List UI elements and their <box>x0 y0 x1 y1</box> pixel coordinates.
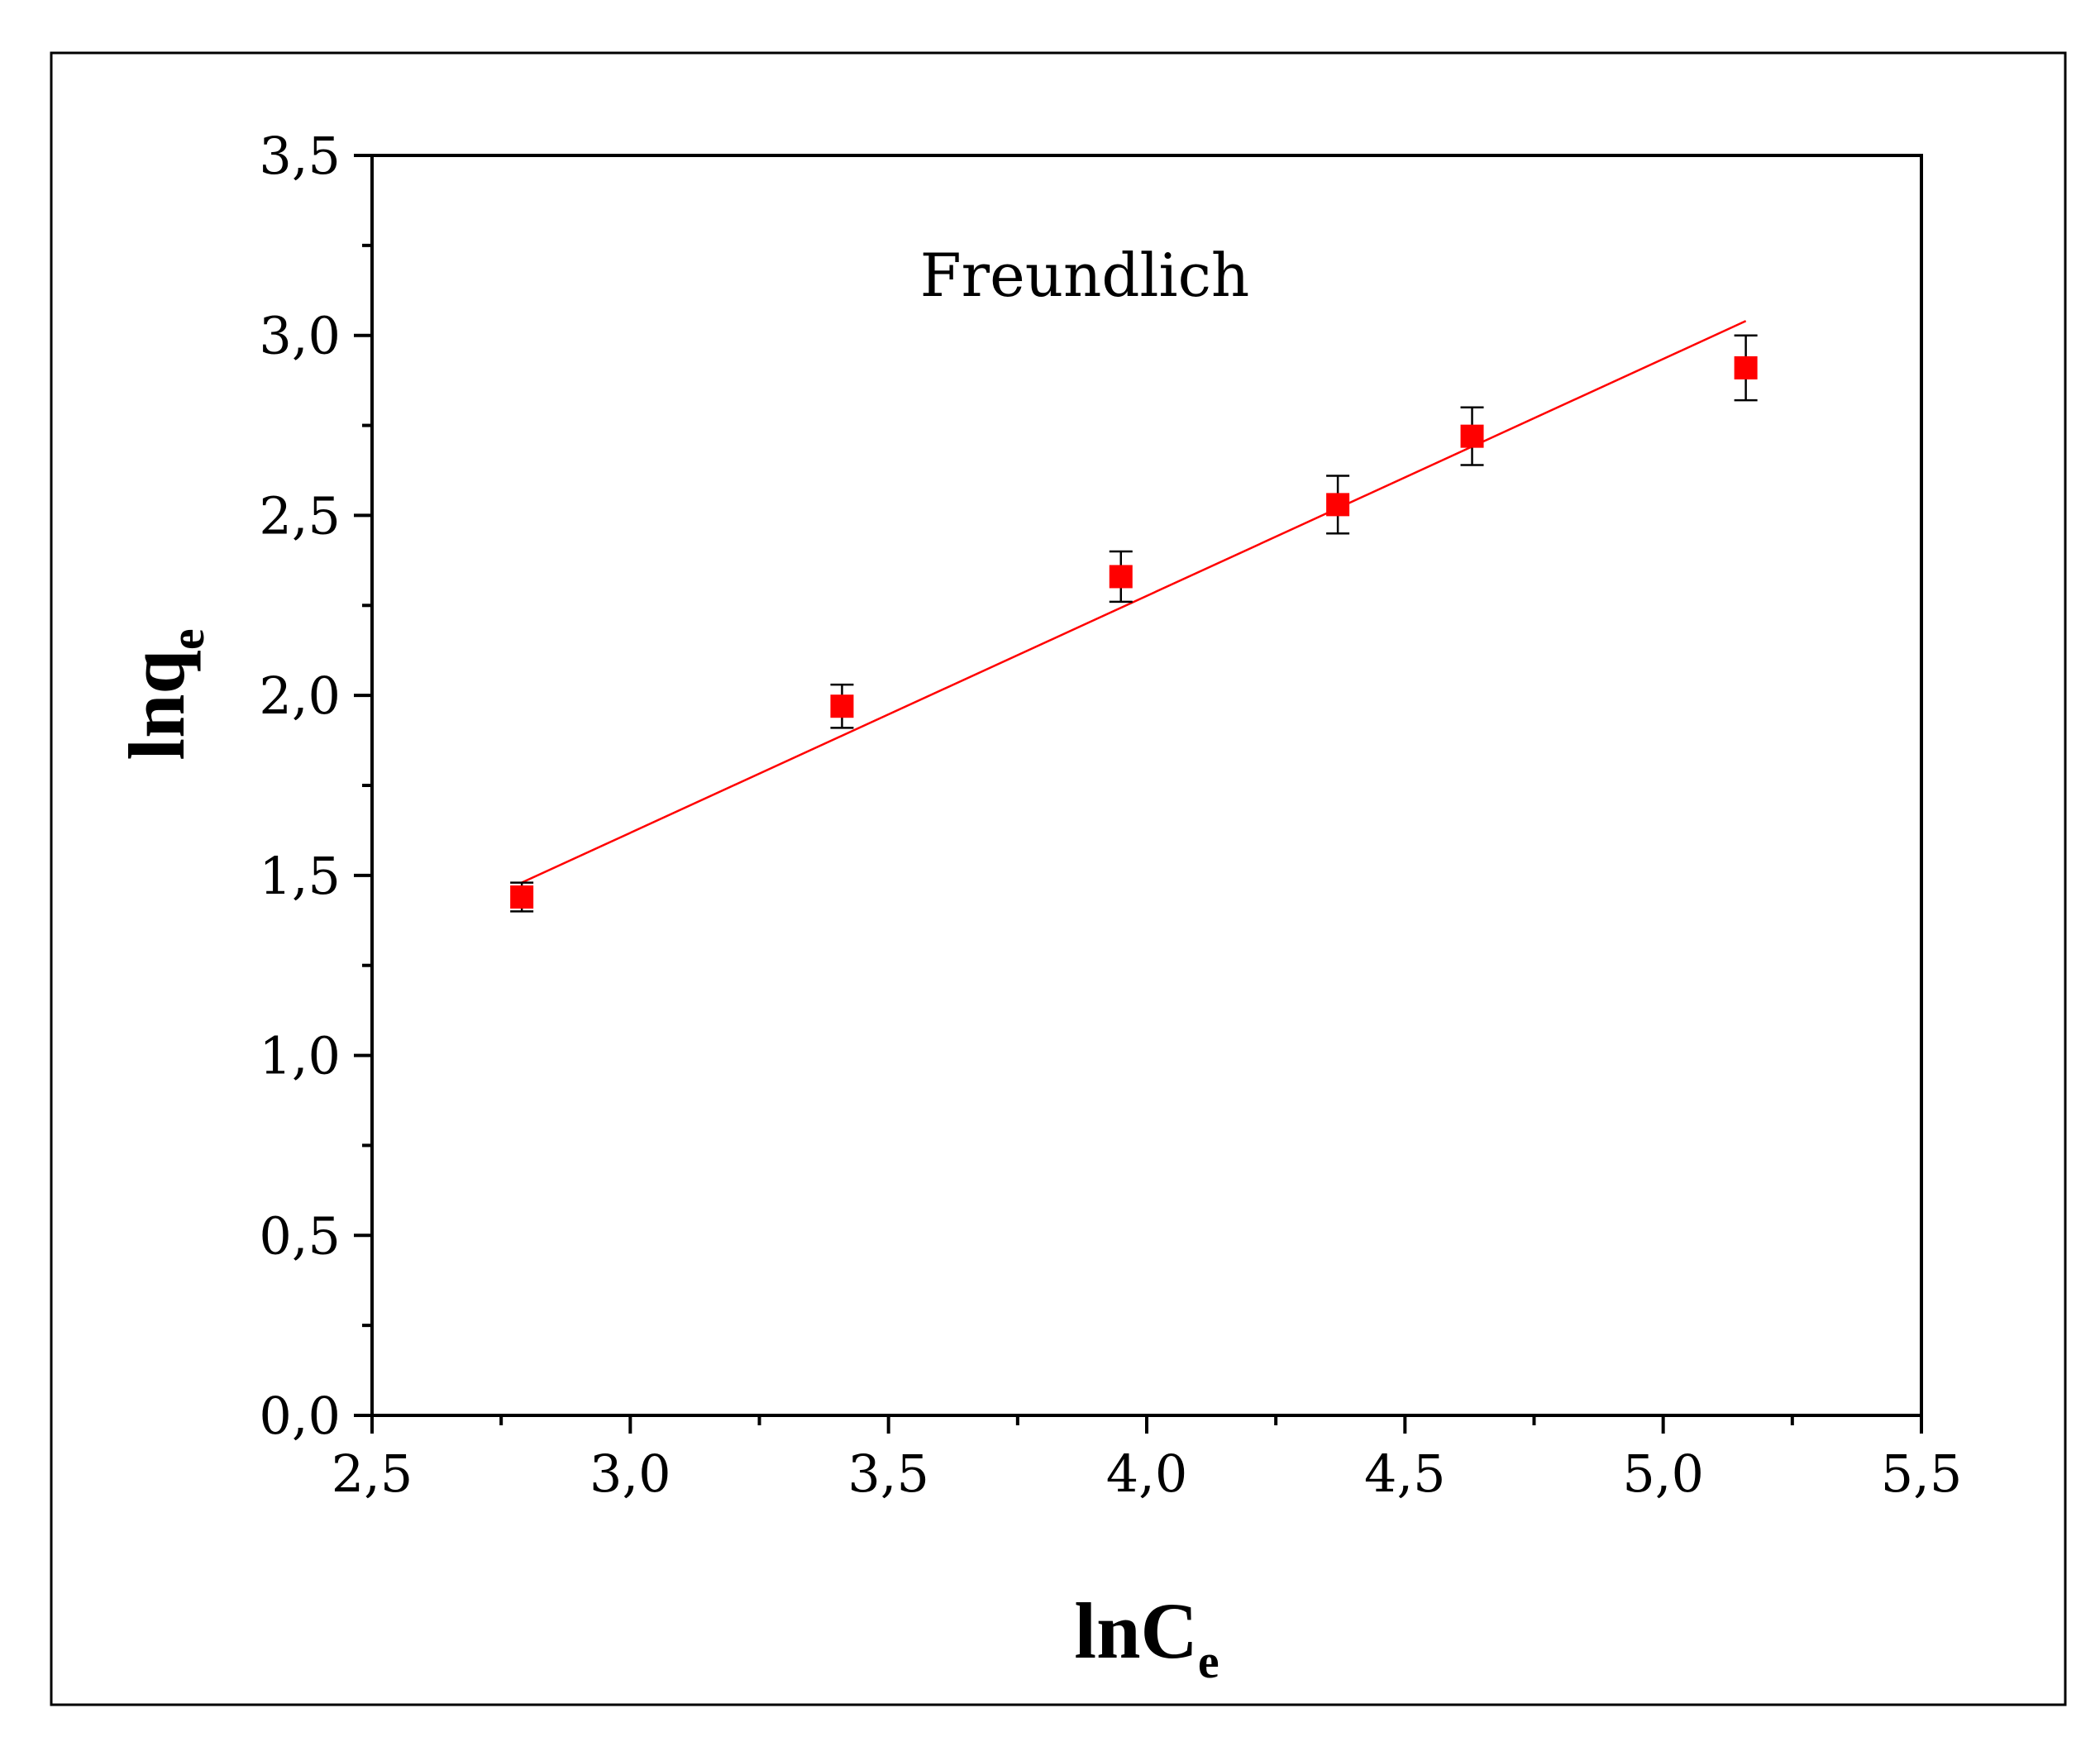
x-tick-label: 4,0 <box>1106 1443 1188 1504</box>
y-tick-label: 1,0 <box>259 1026 341 1086</box>
y-tick-label: 2,5 <box>259 485 341 546</box>
fit-line-group <box>521 320 1747 884</box>
x-tick-label: 2,5 <box>332 1443 413 1504</box>
y-tick-label: 3,5 <box>259 126 341 186</box>
data-point-5 <box>1460 424 1484 448</box>
fit-line <box>521 320 1747 884</box>
x-tick-label: 3,0 <box>589 1443 671 1504</box>
x-axis-title-sub: e <box>1198 1634 1219 1688</box>
data-points <box>510 334 1758 913</box>
x-tick-label: 4,5 <box>1364 1443 1446 1504</box>
x-axis-title-main: lnC <box>1074 1587 1197 1675</box>
y-tick-label: 1,5 <box>259 846 341 906</box>
data-point-6 <box>1734 355 1758 379</box>
x-tick-label: 5,0 <box>1622 1443 1704 1504</box>
data-point-1 <box>510 885 534 909</box>
y-axis-title: lnqe <box>112 628 214 760</box>
data-point-3 <box>1109 565 1133 589</box>
y-tick-label: 3,0 <box>259 306 341 366</box>
y-axis-ticks: 0,0 0,5 1,0 1,5 2,0 2,5 3,0 3,5 <box>259 126 372 1446</box>
data-point-2 <box>830 694 854 718</box>
y-tick-label: 0,5 <box>259 1205 341 1266</box>
y-axis-title-sub: e <box>160 628 214 650</box>
y-tick-label: 0,0 <box>259 1386 341 1446</box>
annotation-freundlich: Freundlich <box>920 241 1250 310</box>
data-point-4 <box>1326 493 1350 517</box>
y-axis-title-main: lnq <box>112 650 201 760</box>
x-tick-label: 5,5 <box>1881 1443 1963 1504</box>
x-tick-label: 3,5 <box>847 1443 929 1504</box>
y-tick-label: 2,0 <box>259 666 341 726</box>
x-axis-title: lnCe <box>1074 1587 1219 1688</box>
x-axis-ticks: 2,5 3,0 3,5 4,0 4,5 5,0 5,5 <box>332 1415 1963 1504</box>
